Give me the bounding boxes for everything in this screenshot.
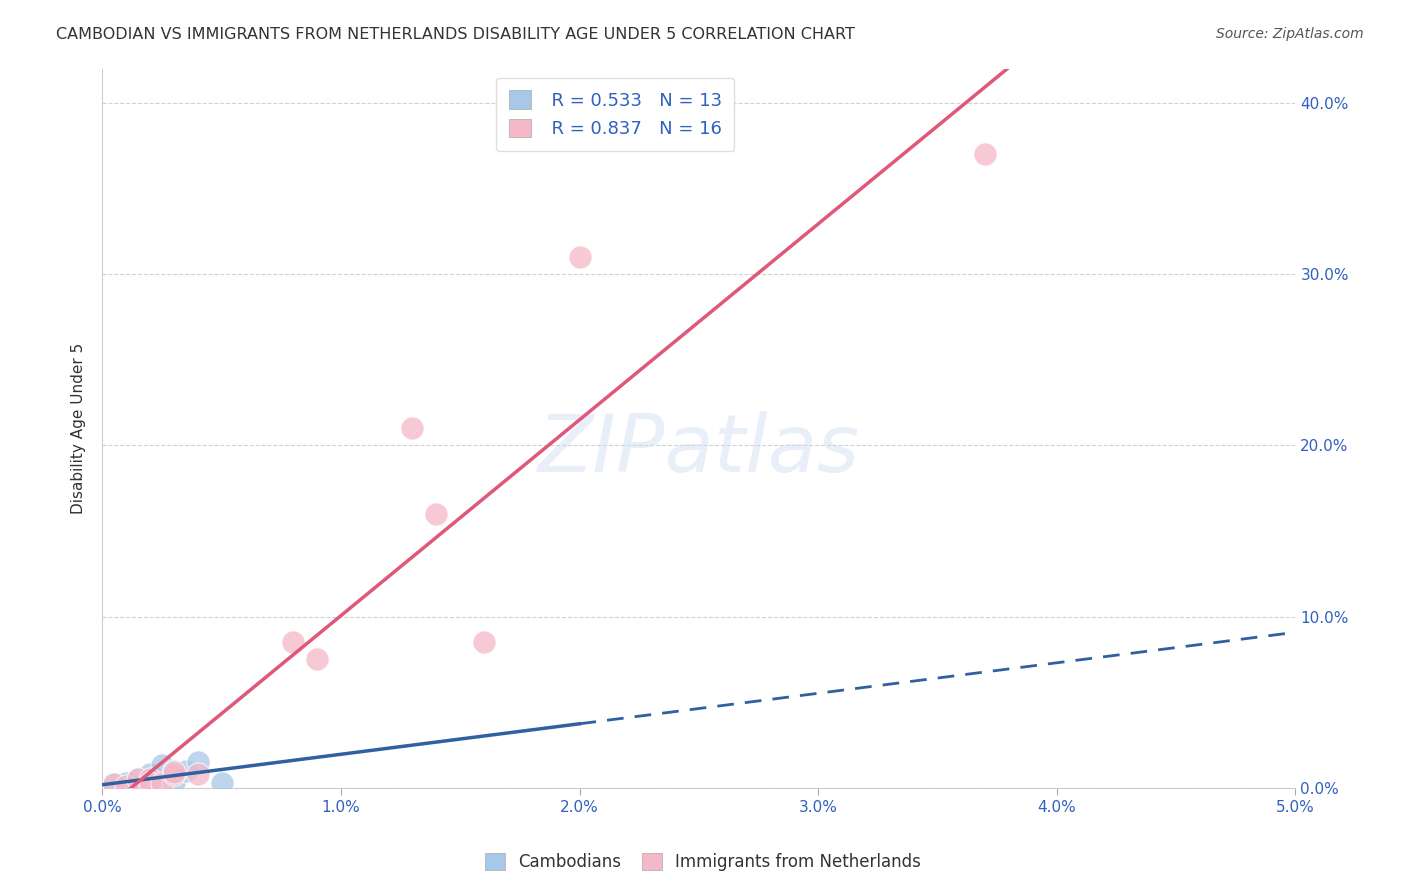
Point bbox=[115, 775, 138, 789]
Point bbox=[163, 764, 186, 778]
Point bbox=[425, 507, 447, 521]
Point bbox=[187, 755, 209, 769]
Legend: Cambodians, Immigrants from Netherlands: Cambodians, Immigrants from Netherlands bbox=[477, 845, 929, 880]
Point bbox=[127, 779, 149, 793]
Point bbox=[305, 652, 328, 666]
Point bbox=[127, 772, 149, 787]
Text: Source: ZipAtlas.com: Source: ZipAtlas.com bbox=[1216, 27, 1364, 41]
Legend:   R = 0.533   N = 13,   R = 0.837   N = 16: R = 0.533 N = 13, R = 0.837 N = 16 bbox=[496, 78, 734, 151]
Point bbox=[568, 250, 591, 264]
Y-axis label: Disability Age Under 5: Disability Age Under 5 bbox=[72, 343, 86, 514]
Point bbox=[103, 777, 125, 791]
Point bbox=[974, 147, 997, 161]
Text: ZIPatlas: ZIPatlas bbox=[537, 410, 860, 489]
Point bbox=[163, 765, 186, 780]
Point bbox=[472, 635, 495, 649]
Point bbox=[174, 764, 197, 778]
Point bbox=[163, 775, 186, 789]
Point bbox=[139, 775, 162, 789]
Text: CAMBODIAN VS IMMIGRANTS FROM NETHERLANDS DISABILITY AGE UNDER 5 CORRELATION CHAR: CAMBODIAN VS IMMIGRANTS FROM NETHERLANDS… bbox=[56, 27, 855, 42]
Point bbox=[115, 779, 138, 793]
Point bbox=[211, 775, 233, 789]
Point bbox=[150, 758, 173, 772]
Point bbox=[115, 779, 138, 793]
Point bbox=[103, 777, 125, 791]
Point bbox=[139, 767, 162, 781]
Point bbox=[139, 772, 162, 787]
Point bbox=[163, 767, 186, 781]
Point bbox=[281, 635, 304, 649]
Point bbox=[139, 775, 162, 789]
Point bbox=[401, 421, 423, 435]
Point bbox=[127, 772, 149, 787]
Point bbox=[187, 767, 209, 781]
Point bbox=[150, 775, 173, 789]
